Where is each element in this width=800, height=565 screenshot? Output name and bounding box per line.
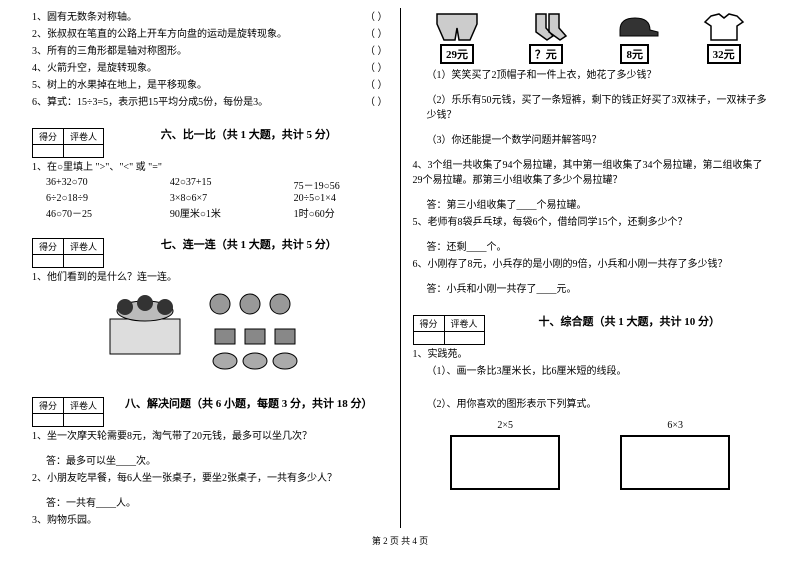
price: 8元	[620, 44, 649, 64]
price: 29元	[440, 44, 474, 64]
section-10-s1: （1）、画一条比3厘米长，比6厘米短的线段。	[413, 364, 769, 379]
right-q6: 6、小刚存了8元，小兵存的是小刚的9倍，小兵和小刚一共存了多少钱？	[413, 257, 769, 272]
statement-text: 2、张叔叔在笔直的公路上开车方向盘的运动是旋转现象。	[32, 27, 287, 42]
paren: （ ）	[365, 61, 388, 76]
right-q2: （2）乐乐有50元钱，买了一条短裤，剩下的钱正好买了3双袜子，一双袜子多少钱？	[413, 93, 769, 123]
product-shorts: 29元	[432, 12, 482, 64]
right-q5: 5、老师有8袋乒乓球，每袋6个，借给同学15个，还剩多少个？	[413, 215, 769, 230]
right-q3: （3）你还能提一个数学问题并解答吗？	[413, 133, 769, 148]
score-label: 得分	[33, 129, 64, 145]
compare-row: 36+32○70 42○37+15 75－19○56	[32, 177, 388, 192]
compare-cell: 90厘米○1米	[170, 205, 264, 220]
compare-row: 6÷2○18÷9 3×8○6×7 20÷5○1×4	[32, 193, 388, 204]
right-q1: （1）笑笑买了2顶帽子和一件上衣，她花了多少钱？	[413, 68, 769, 83]
statement-row: 1、圆有无数条对称轴。 （ ）	[32, 10, 388, 25]
section-10-header: 得分评卷人 十、综合题（共 1 大题，共计 10 分）	[413, 305, 769, 345]
q8-3: 3、购物乐园。	[32, 513, 388, 528]
grader-label: 评卷人	[444, 316, 484, 332]
paren: （ ）	[365, 95, 388, 110]
score-label: 得分	[33, 398, 64, 414]
draw-rect	[450, 435, 560, 490]
statement-text: 5、树上的水果掉在地上，是平移现象。	[32, 78, 207, 93]
page-footer: 第 2 页 共 4 页	[20, 534, 780, 547]
paren: （ ）	[365, 10, 388, 25]
price: ？元	[529, 44, 563, 64]
section-10-q: 1、实践苑。	[413, 347, 769, 362]
section-10-s2: （2）、用你喜欢的图形表示下列算式。	[413, 397, 769, 412]
section-6-title: 六、比一比（共 1 大题，共计 5 分）	[110, 120, 387, 142]
score-box: 得分评卷人	[32, 397, 104, 427]
draw-rect	[620, 435, 730, 490]
right-a5: 答：还剩____个。	[413, 240, 769, 255]
compare-cell: 36+32○70	[46, 177, 140, 192]
compare-cell: 1时○60分	[294, 205, 388, 220]
q8-1: 1、坐一次摩天轮需要8元，淘气带了20元钱，最多可以坐几次？	[32, 429, 388, 444]
statement-text: 4、火箭升空，是旋转现象。	[32, 61, 157, 76]
paren: （ ）	[365, 44, 388, 59]
score-box: 得分评卷人	[32, 238, 104, 268]
product-hat: 8元	[610, 12, 660, 64]
right-q4: 4、3个组一共收集了94个易拉罐，其中第一组收集了34个易拉罐，第二组收集了29…	[413, 158, 769, 188]
q8-2: 2、小朋友吃早餐，每6人坐一张桌子，要坐2张桌子，一共有多少人？	[32, 471, 388, 486]
compare-cell: 75－19○56	[294, 177, 388, 192]
compare-cell: 46○70－25	[46, 205, 140, 220]
compare-row: 46○70－25 90厘米○1米 1时○60分	[32, 205, 388, 220]
right-a4: 答：第三小组收集了____个易拉罐。	[413, 198, 769, 213]
section-8-title: 八、解决问题（共 6 小题，每题 3 分，共计 18 分）	[110, 389, 387, 411]
section-7-question: 1、他们看到的是什么？连一连。	[32, 270, 388, 285]
expr-label: 2×5	[497, 420, 513, 431]
score-label: 得分	[33, 239, 64, 255]
compare-cell: 20÷5○1×4	[294, 193, 388, 204]
section-7-header: 得分评卷人 七、连一连（共 1 大题，共计 5 分）	[32, 228, 388, 268]
right-column: 29元 ？元 8元 32元 （1）笑笑买了2顶帽子和一件上衣，她花了多少钱？ （…	[401, 8, 781, 528]
statement-text: 1、圆有无数条对称轴。	[32, 10, 137, 25]
compare-cell: 6÷2○18÷9	[46, 193, 140, 204]
statement-row: 4、火箭升空，是旋转现象。 （ ）	[32, 61, 388, 76]
price: 32元	[707, 44, 741, 64]
paren: （ ）	[365, 27, 388, 42]
product-socks: ？元	[521, 12, 571, 64]
statement-text: 6、算式：15÷3=5，表示把15平均分成5份，每份是3。	[32, 95, 268, 110]
rect-row: 2×5 6×3	[413, 420, 769, 490]
a8-2: 答：一共有____人。	[32, 496, 388, 511]
connect-image	[32, 289, 388, 379]
score-label: 得分	[413, 316, 444, 332]
score-box: 得分评卷人	[32, 128, 104, 158]
section-7-title: 七、连一连（共 1 大题，共计 5 分）	[110, 230, 387, 252]
statement-row: 3、所有的三角形都是轴对称图形。 （ ）	[32, 44, 388, 59]
statement-text: 3、所有的三角形都是轴对称图形。	[32, 44, 187, 59]
paren: （ ）	[365, 78, 388, 93]
section-8-header: 得分评卷人 八、解决问题（共 6 小题，每题 3 分，共计 18 分）	[32, 387, 388, 427]
statement-row: 6、算式：15÷3=5，表示把15平均分成5份，每份是3。 （ ）	[32, 95, 388, 110]
score-box: 得分评卷人	[413, 315, 485, 345]
right-a6: 答：小兵和小刚一共存了____元。	[413, 282, 769, 297]
statement-row: 2、张叔叔在笔直的公路上开车方向盘的运动是旋转现象。 （ ）	[32, 27, 388, 42]
a8-1: 答：最多可以坐____次。	[32, 454, 388, 469]
section-6-header: 得分评卷人 六、比一比（共 1 大题，共计 5 分）	[32, 118, 388, 158]
rect-box-2: 6×3	[620, 420, 730, 490]
grader-label: 评卷人	[64, 398, 104, 414]
statement-row: 5、树上的水果掉在地上，是平移现象。 （ ）	[32, 78, 388, 93]
grader-label: 评卷人	[64, 129, 104, 145]
compare-cell: 42○37+15	[170, 177, 264, 192]
expr-label: 6×3	[667, 420, 683, 431]
compare-cell: 3×8○6×7	[170, 193, 264, 204]
product-shirt: 32元	[699, 12, 749, 64]
statements-block: 1、圆有无数条对称轴。 （ ） 2、张叔叔在笔直的公路上开车方向盘的运动是旋转现象…	[32, 10, 388, 110]
section-10-title: 十、综合题（共 1 大题，共计 10 分）	[491, 307, 768, 329]
rect-box-1: 2×5	[450, 420, 560, 490]
section-6-question: 1、在○里填上 ">"、"<" 或 "="	[32, 160, 388, 175]
product-row: 29元 ？元 8元 32元	[413, 12, 769, 64]
left-column: 1、圆有无数条对称轴。 （ ） 2、张叔叔在笔直的公路上开车方向盘的运动是旋转现象…	[20, 8, 401, 528]
grader-label: 评卷人	[64, 239, 104, 255]
